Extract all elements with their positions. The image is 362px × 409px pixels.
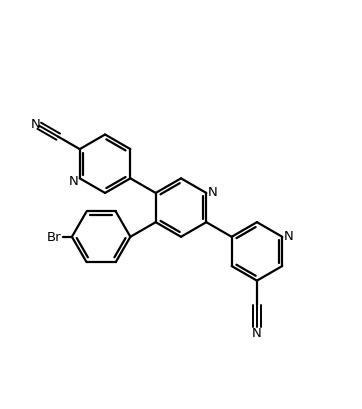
Text: Br: Br (47, 231, 62, 244)
Text: N: N (30, 118, 40, 130)
Text: N: N (208, 186, 218, 198)
Text: N: N (252, 326, 262, 339)
Text: N: N (284, 229, 294, 242)
Text: N: N (68, 174, 78, 187)
